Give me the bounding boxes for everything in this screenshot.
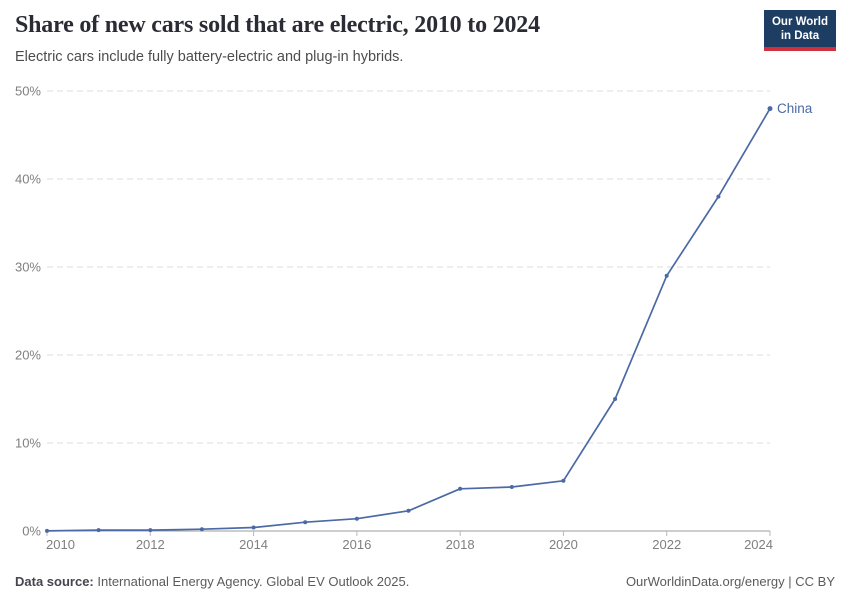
data-point[interactable]: [613, 397, 618, 401]
x-axis-tick-label: 2016: [342, 537, 371, 552]
data-point[interactable]: [45, 528, 49, 533]
y-axis-tick-label: 50%: [15, 84, 41, 99]
x-axis-tick-label: 2010: [46, 537, 75, 552]
y-axis-tick-label: 20%: [15, 348, 41, 363]
data-point[interactable]: [561, 478, 566, 483]
data-point[interactable]: [96, 528, 101, 533]
data-point[interactable]: [767, 106, 773, 112]
data-point[interactable]: [199, 527, 204, 532]
data-point[interactable]: [406, 508, 411, 513]
chart-subtitle: Electric cars include fully battery-elec…: [15, 49, 404, 65]
x-axis-tick-label: 2018: [446, 537, 475, 552]
y-axis-tick-label: 10%: [15, 436, 41, 451]
x-axis-tick-label: 2014: [239, 537, 268, 552]
data-point[interactable]: [148, 528, 153, 533]
data-point[interactable]: [664, 273, 669, 278]
x-axis-tick-label: 2022: [652, 537, 681, 552]
data-source-label: Data source:: [15, 574, 94, 589]
data-point[interactable]: [509, 485, 514, 489]
data-point[interactable]: [251, 525, 256, 530]
y-axis-tick-label: 30%: [15, 260, 41, 275]
owid-logo[interactable]: Our World in Data: [763, 10, 836, 51]
y-axis-tick-label: 0%: [22, 524, 41, 539]
chart-footer: Data source: International Energy Agency…: [15, 574, 835, 589]
data-point[interactable]: [303, 520, 308, 525]
x-axis-tick-label: 2020: [549, 537, 578, 552]
data-source-note: Data source: International Energy Agency…: [15, 574, 409, 589]
line-chart[interactable]: 0% 10% 20% 30% 40% 50% 2010 2012 2014 2016 2018 202…: [0, 80, 850, 560]
data-source-text: International Energy Agency. Global EV O…: [97, 574, 410, 589]
page-title: Share of new cars sold that are electric…: [15, 12, 540, 38]
data-point[interactable]: [458, 486, 463, 491]
owid-logo-line1: Our World: [771, 16, 828, 28]
y-axis-tick-label: 40%: [15, 172, 41, 187]
data-point[interactable]: [354, 516, 359, 521]
series-line[interactable]: [46, 107, 771, 532]
data-point[interactable]: [716, 194, 721, 199]
x-axis-tick-label: 2024: [744, 537, 773, 552]
owid-logo-line2: in Data: [780, 29, 820, 42]
series-label: China: [777, 101, 813, 116]
x-axis-tick-label: 2012: [136, 537, 165, 552]
owid-footer-link[interactable]: OurWorldinData.org/energy | CC BY: [625, 574, 835, 589]
